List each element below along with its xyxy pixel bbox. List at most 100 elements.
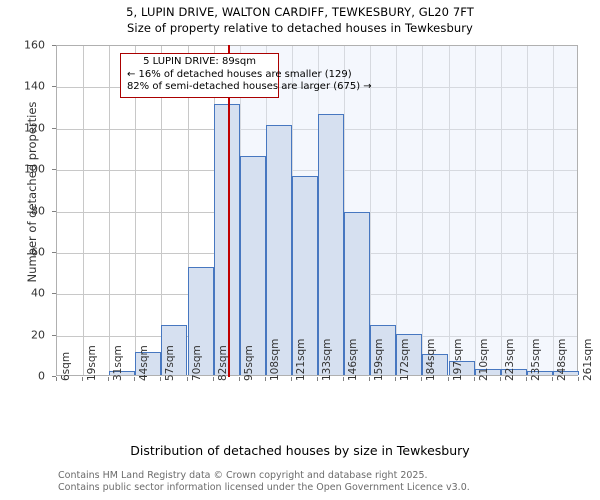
y-axis-tick-label: 100 <box>24 162 45 176</box>
x-axis-tick-label: 19sqm <box>86 345 99 381</box>
bar <box>500 368 527 375</box>
x-axis-tickmark <box>160 377 162 381</box>
gridline-vertical <box>552 46 554 375</box>
bar <box>396 333 423 375</box>
x-axis-tick-label: 133sqm <box>321 338 333 381</box>
bar <box>239 155 266 375</box>
bar <box>370 325 397 375</box>
annotation-line-2: ← 16% of detached houses are smaller (12… <box>126 68 352 80</box>
gridline-vertical <box>370 46 372 375</box>
y-axis-tick-label: 0 <box>38 369 45 383</box>
x-axis-tick-label: 108sqm <box>268 338 281 381</box>
x-axis-tick-label: 197sqm <box>451 338 464 381</box>
x-axis-tick-label: 70sqm <box>190 345 203 381</box>
gridline-vertical <box>109 46 111 375</box>
x-axis-tickmark <box>473 377 475 381</box>
bar <box>474 368 501 375</box>
gridline-vertical <box>83 46 85 375</box>
x-axis-tickmark <box>447 377 449 381</box>
x-axis-tickmark <box>369 377 371 381</box>
x-axis-tick-label: 31sqm <box>112 345 125 381</box>
y-axis-tick-label: 40 <box>31 286 45 300</box>
y-axis-tickmark <box>52 169 56 171</box>
x-axis-tickmark <box>82 377 84 381</box>
bar <box>265 124 292 375</box>
x-axis-tickmark <box>290 377 292 381</box>
footer-line-1: Contains HM Land Registry data © Crown c… <box>58 470 428 481</box>
x-axis-tick-label: 235sqm <box>529 338 542 381</box>
x-axis-tick-label: 172sqm <box>399 338 412 381</box>
footer-line-2: Contains public sector information licen… <box>58 481 470 493</box>
x-axis-tickmark <box>56 377 57 381</box>
y-axis-tick-label: 160 <box>24 38 45 52</box>
x-axis-tickmark <box>108 377 110 381</box>
gridline-vertical <box>500 46 502 375</box>
chart-title: 5, LUPIN DRIVE, WALTON CARDIFF, TEWKESBU… <box>126 5 474 19</box>
x-axis-tickmark <box>134 377 136 381</box>
x-axis-title: Distribution of detached houses by size … <box>130 443 470 458</box>
gridline-horizontal <box>57 170 577 172</box>
y-axis-title: Number of detached properties <box>25 101 39 283</box>
x-axis-tick-label: 210sqm <box>477 338 490 381</box>
x-axis-tick-label: 184sqm <box>425 338 438 381</box>
y-axis-tickmark <box>52 86 56 88</box>
y-axis-tick-label: 80 <box>31 204 45 217</box>
x-axis-tick-label: 95sqm <box>242 345 255 381</box>
x-axis-tickmark <box>264 377 266 381</box>
bar <box>213 104 240 375</box>
x-axis-tick-label: 121sqm <box>294 338 307 381</box>
property-marker-line <box>227 45 230 377</box>
bar <box>109 370 136 375</box>
y-axis-labels: 0 20 40 60 80 100 120 140 160 <box>0 0 52 500</box>
y-axis-tick-label: 60 <box>31 245 45 259</box>
bar <box>344 211 371 375</box>
gridline-horizontal <box>57 128 577 130</box>
x-axis-tick-label: 261sqm <box>582 338 594 381</box>
x-axis-tickmark <box>212 377 214 381</box>
bar <box>448 360 475 375</box>
annotation-line-1: 5 LUPIN DRIVE: 89sqm <box>143 56 256 67</box>
x-axis-tickmark <box>421 377 423 381</box>
x-axis-tick-label: 57sqm <box>164 345 177 381</box>
page-title: 5, LUPIN DRIVE, WALTON CARDIFF, TEWKESBU… <box>0 4 600 36</box>
gridline-vertical <box>526 46 528 375</box>
gridline-vertical <box>474 46 476 375</box>
bar <box>135 352 162 375</box>
x-axis-tick-label: 248sqm <box>555 338 568 381</box>
gridline-vertical <box>187 46 189 375</box>
gridline-vertical <box>161 46 163 375</box>
x-axis-tickmark <box>395 377 397 381</box>
y-axis-tickmark <box>52 293 56 295</box>
y-axis-tickmark <box>52 127 56 129</box>
gridline-vertical <box>344 46 346 375</box>
y-axis-tick-label: 140 <box>24 79 45 93</box>
x-axis-tickmark <box>238 377 240 381</box>
footer-attribution: Contains HM Land Registry data © Crown c… <box>58 470 598 493</box>
bar <box>318 114 345 375</box>
gridline-vertical <box>448 46 450 375</box>
bar <box>291 176 318 375</box>
y-axis-tickmark <box>52 210 56 212</box>
bar-series <box>57 46 579 375</box>
x-axis-tickmark <box>551 377 553 381</box>
x-axis-tickmark <box>343 377 345 381</box>
bar <box>187 267 214 375</box>
bar <box>552 370 579 375</box>
y-axis-tickmark <box>52 45 56 46</box>
gridline-vertical <box>396 46 398 375</box>
property-annotation-box: 5 LUPIN DRIVE: 89sqm ← 16% of detached h… <box>119 53 372 98</box>
y-axis-tick-label: 120 <box>24 121 45 135</box>
y-axis-tickmark <box>52 251 56 253</box>
x-axis-tick-label: 82sqm <box>216 345 229 381</box>
x-axis-tick-label: 146sqm <box>347 338 360 381</box>
gridline-horizontal <box>57 87 577 89</box>
chart-subtitle: Size of property relative to detached ho… <box>127 21 473 35</box>
x-axis-tickmark <box>525 377 527 381</box>
x-axis-tick-label: 6sqm <box>60 351 72 381</box>
x-axis-tickmark <box>186 377 188 381</box>
y-axis-tickmark <box>52 334 56 336</box>
x-axis-tick-label: 223sqm <box>503 338 516 381</box>
annotation-line-3: 82% of semi-detached houses are larger (… <box>126 81 372 92</box>
x-axis-tickmark <box>317 377 318 381</box>
